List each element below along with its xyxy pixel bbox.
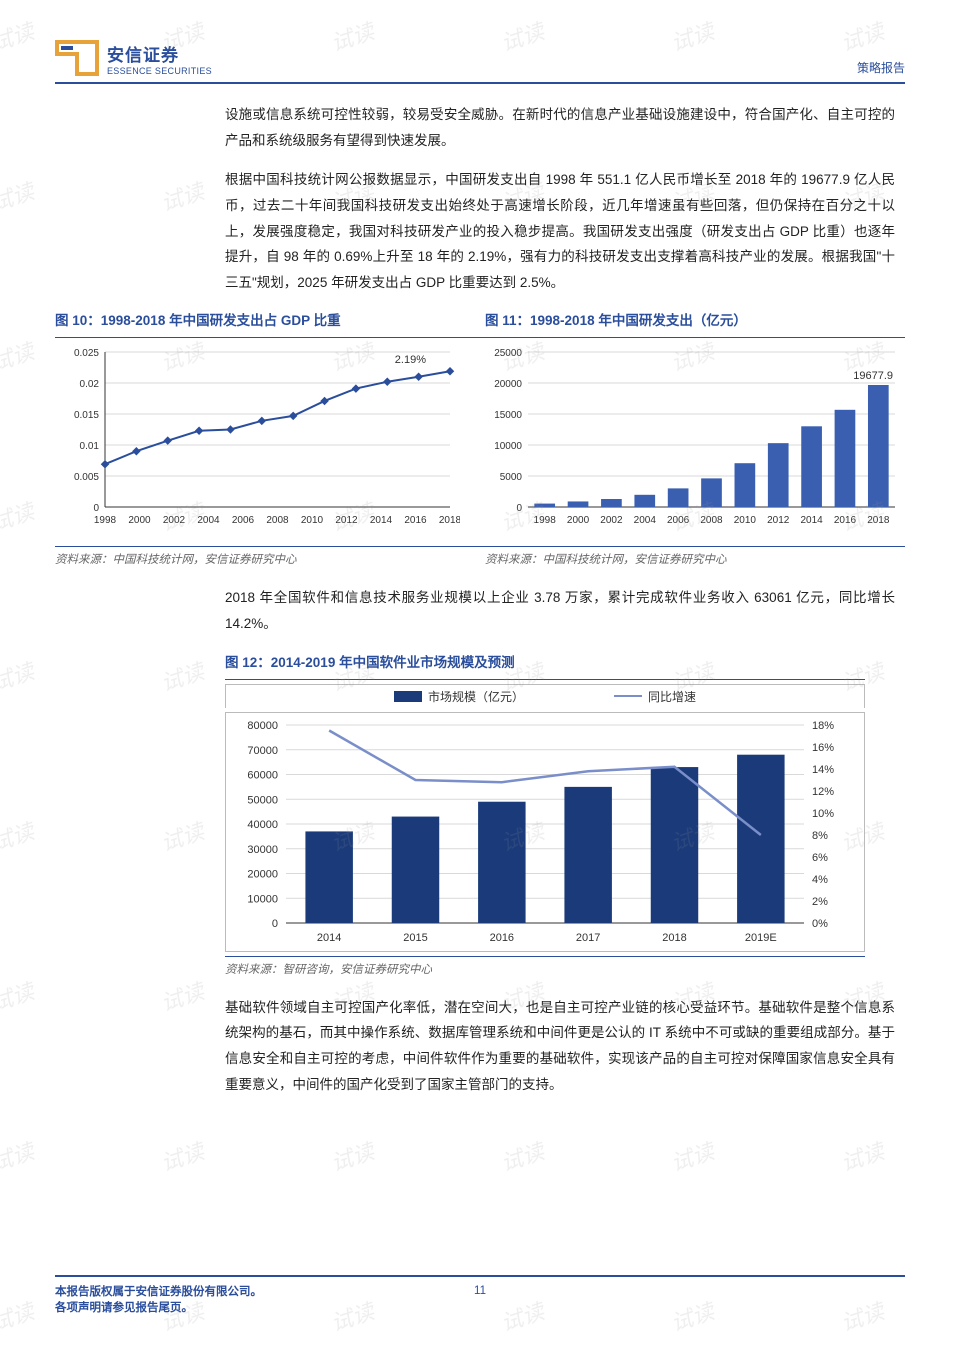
paragraph-1: 设施或信息系统可控性较弱，较易受安全威胁。在新时代的信息产业基础设施建设中，符合… bbox=[225, 102, 895, 153]
svg-text:2018: 2018 bbox=[439, 515, 460, 526]
svg-text:2018: 2018 bbox=[662, 932, 686, 944]
svg-text:2014: 2014 bbox=[317, 932, 341, 944]
svg-text:20000: 20000 bbox=[494, 379, 522, 390]
svg-text:80000: 80000 bbox=[247, 720, 278, 732]
logo-text-cn: 安信证券 bbox=[107, 41, 212, 66]
svg-text:2006: 2006 bbox=[667, 515, 690, 526]
fig12-source: 资料来源：智研咨询，安信证券研究中心 bbox=[225, 961, 905, 977]
svg-text:20000: 20000 bbox=[247, 868, 278, 880]
svg-text:2016: 2016 bbox=[404, 515, 427, 526]
footer-line2: 各项声明请参见报告尾页。 bbox=[55, 1299, 905, 1315]
fig10-chart: 0 0.005 0.01 0.015 0.02 0.025 1998 2000 2002 2004… bbox=[55, 342, 460, 542]
svg-text:2004: 2004 bbox=[634, 515, 657, 526]
svg-text:0%: 0% bbox=[812, 918, 828, 930]
svg-text:2017: 2017 bbox=[576, 932, 600, 944]
legend-bar: 市场规模（亿元） bbox=[394, 688, 524, 705]
fig12-legend: 市场规模（亿元） 同比增速 bbox=[225, 684, 865, 708]
svg-text:2018: 2018 bbox=[867, 515, 890, 526]
page-header: 安信证券 ESSENCE SECURITIES 策略报告 bbox=[55, 40, 905, 84]
svg-text:0: 0 bbox=[272, 918, 278, 930]
legend-line-label: 同比增速 bbox=[648, 688, 696, 705]
svg-text:2006: 2006 bbox=[232, 515, 255, 526]
svg-text:4%: 4% bbox=[812, 874, 828, 886]
svg-text:2016: 2016 bbox=[834, 515, 857, 526]
svg-text:70000: 70000 bbox=[247, 745, 278, 757]
svg-text:12%: 12% bbox=[812, 786, 834, 798]
svg-text:2008: 2008 bbox=[266, 515, 289, 526]
svg-text:2004: 2004 bbox=[197, 515, 220, 526]
svg-text:40000: 40000 bbox=[247, 819, 278, 831]
svg-text:0: 0 bbox=[93, 503, 99, 514]
doc-type-label: 策略报告 bbox=[857, 59, 905, 76]
divider bbox=[225, 679, 865, 680]
svg-text:2010: 2010 bbox=[734, 515, 757, 526]
fig12-chart-wrap: 市场规模（亿元） 同比增速 0 10000 20000 30000 40000 50000… bbox=[225, 684, 865, 952]
svg-text:2008: 2008 bbox=[700, 515, 723, 526]
svg-text:6%: 6% bbox=[812, 852, 828, 864]
legend-line-swatch bbox=[614, 695, 642, 697]
svg-text:2019E: 2019E bbox=[745, 932, 777, 944]
svg-text:14%: 14% bbox=[812, 764, 834, 776]
svg-text:0.005: 0.005 bbox=[74, 472, 99, 483]
fig12-chart: 0 10000 20000 30000 40000 50000 60000 70000 8000… bbox=[225, 712, 865, 952]
svg-text:2000: 2000 bbox=[567, 515, 590, 526]
legend-line: 同比增速 bbox=[614, 688, 696, 705]
svg-text:2002: 2002 bbox=[600, 515, 623, 526]
svg-text:2012: 2012 bbox=[767, 515, 790, 526]
svg-text:2012: 2012 bbox=[335, 515, 358, 526]
svg-text:19677.9: 19677.9 bbox=[853, 370, 893, 382]
svg-text:8%: 8% bbox=[812, 830, 828, 842]
svg-text:1998: 1998 bbox=[94, 515, 117, 526]
charts-row: 0 0.005 0.01 0.015 0.02 0.025 1998 2000 2002 2004… bbox=[55, 342, 905, 542]
source-row: 资料来源：中国科技统计网，安信证券研究中心 资料来源：中国科技统计网，安信证券研… bbox=[55, 551, 905, 567]
svg-text:25000: 25000 bbox=[494, 348, 522, 359]
svg-text:5000: 5000 bbox=[500, 472, 523, 483]
fig10-title: 图 10：1998-2018 年中国研发支出占 GDP 比重 bbox=[55, 309, 485, 329]
svg-text:0.025: 0.025 bbox=[74, 348, 99, 359]
svg-text:2010: 2010 bbox=[301, 515, 324, 526]
fig11-chart: 0 5000 10000 15000 20000 25000 1998 2000 2002 200… bbox=[480, 342, 905, 542]
svg-text:0.01: 0.01 bbox=[80, 441, 100, 452]
paragraph-4: 基础软件领域自主可控国产化率低，潜在空间大，也是自主可控产业链的核心受益环节。基… bbox=[225, 995, 895, 1098]
svg-text:0.015: 0.015 bbox=[74, 410, 99, 421]
svg-text:15000: 15000 bbox=[494, 410, 522, 421]
svg-text:0: 0 bbox=[516, 503, 522, 514]
svg-text:2%: 2% bbox=[812, 896, 828, 908]
svg-text:2016: 2016 bbox=[490, 932, 514, 944]
legend-bar-swatch bbox=[394, 691, 422, 702]
paragraph-3: 2018 年全国软件和信息技术服务业规模以上企业 3.78 万家，累计完成软件业… bbox=[225, 585, 895, 636]
fig12-title: 图 12：2014-2019 年中国软件业市场规模及预测 bbox=[225, 651, 905, 671]
fig11-title: 图 11：1998-2018 年中国研发支出（亿元） bbox=[485, 309, 905, 329]
svg-text:10%: 10% bbox=[812, 808, 834, 820]
svg-text:60000: 60000 bbox=[247, 769, 278, 781]
svg-text:2014: 2014 bbox=[370, 515, 393, 526]
divider bbox=[55, 546, 905, 547]
page-footer: 本报告版权属于安信证券股份有限公司。 各项声明请参见报告尾页。 11 bbox=[55, 1275, 905, 1315]
svg-text:16%: 16% bbox=[812, 742, 834, 754]
svg-text:2002: 2002 bbox=[163, 515, 186, 526]
svg-text:2000: 2000 bbox=[128, 515, 151, 526]
page-number: 11 bbox=[474, 1285, 486, 1297]
legend-bar-label: 市场规模（亿元） bbox=[428, 688, 524, 705]
svg-text:0.02: 0.02 bbox=[80, 379, 100, 390]
divider bbox=[225, 956, 865, 957]
fig11-source: 资料来源：中国科技统计网，安信证券研究中心 bbox=[485, 551, 905, 567]
fig10-source: 资料来源：中国科技统计网，安信证券研究中心 bbox=[55, 551, 485, 567]
logo: 安信证券 ESSENCE SECURITIES bbox=[55, 40, 212, 76]
divider bbox=[55, 337, 905, 338]
svg-text:10000: 10000 bbox=[494, 441, 522, 452]
svg-text:30000: 30000 bbox=[247, 844, 278, 856]
svg-text:2014: 2014 bbox=[800, 515, 823, 526]
svg-text:50000: 50000 bbox=[247, 794, 278, 806]
logo-text-en: ESSENCE SECURITIES bbox=[107, 66, 212, 76]
svg-text:2.19%: 2.19% bbox=[395, 355, 426, 367]
paragraph-2: 根据中国科技统计网公报数据显示，中国研发支出自 1998 年 551.1 亿人民… bbox=[225, 167, 895, 295]
figure-titles-row: 图 10：1998-2018 年中国研发支出占 GDP 比重 图 11：1998… bbox=[55, 309, 905, 329]
svg-text:10000: 10000 bbox=[247, 893, 278, 905]
svg-text:18%: 18% bbox=[812, 720, 834, 732]
logo-icon bbox=[55, 40, 99, 76]
svg-text:1998: 1998 bbox=[534, 515, 557, 526]
svg-text:2015: 2015 bbox=[403, 932, 427, 944]
